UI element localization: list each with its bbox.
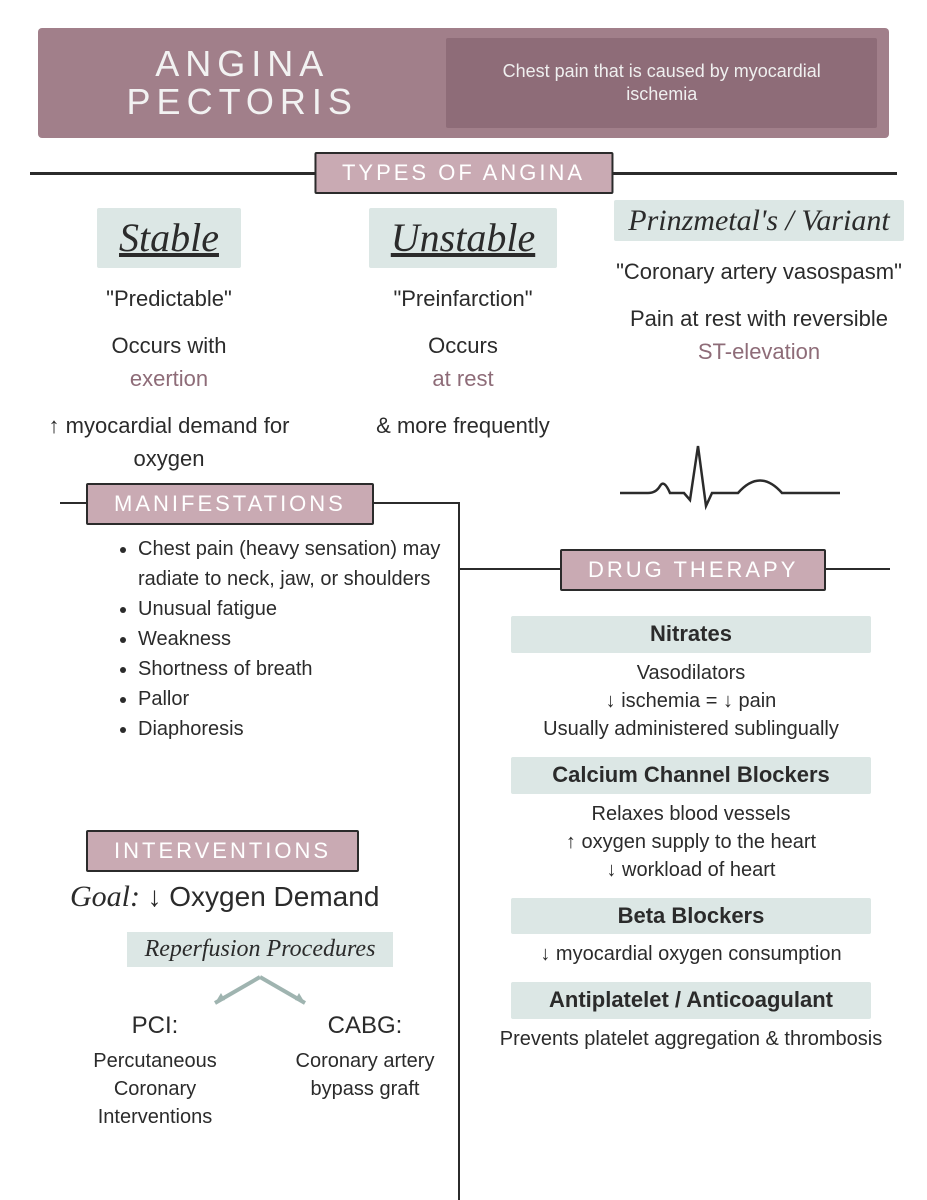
drug-nitrates-l3: Usually administered sublingually xyxy=(486,715,896,743)
drug-nitrates-l1: Vasodilators xyxy=(486,659,896,687)
drug-nitrates-head: Nitrates xyxy=(511,616,872,653)
type-prinzmetal-line1: Pain at rest with reversible ST-elevatio… xyxy=(614,302,904,368)
drug-anti-head: Antiplatelet / Anticoagulant xyxy=(511,982,872,1019)
section-types-heading: TYPES OF ANGINA xyxy=(314,152,613,194)
type-stable-line2: ↑ myocardial demand for oxygen xyxy=(24,409,314,475)
page-subtitle: Chest pain that is caused by myocardial … xyxy=(446,38,877,128)
drug-ccb-head: Calcium Channel Blockers xyxy=(511,757,872,794)
drug-ccb-l2: ↑ oxygen supply to the heart xyxy=(486,828,896,856)
branch-arrows-icon xyxy=(60,975,460,1005)
type-stable-quote: "Predictable" xyxy=(24,282,314,315)
drug-therapy-block: Nitrates Vasodilators ↓ ischemia = ↓ pai… xyxy=(486,602,896,1053)
type-stable-heading: Stable xyxy=(97,208,241,268)
list-item: Shortness of breath xyxy=(138,654,444,684)
list-item: Weakness xyxy=(138,624,444,654)
type-unstable-line1: Occurs at rest xyxy=(318,329,608,395)
title-line-2: PECTORIS xyxy=(127,83,358,121)
procedure-pci: PCI: Percutaneous Coronary Interventions xyxy=(60,1009,250,1131)
type-prinzmetal: Prinzmetal's / Variant "Coronary artery … xyxy=(614,200,904,368)
list-item: Chest pain (heavy sensation) may radiate… xyxy=(138,534,444,594)
interventions-goal: Goal: ↓ Oxygen Demand xyxy=(60,880,460,914)
list-item: Pallor xyxy=(138,684,444,714)
type-stable: Stable "Predictable" Occurs with exertio… xyxy=(24,208,314,475)
section-drug-therapy-heading: DRUG THERAPY xyxy=(560,549,826,591)
procedure-cabg: CABG: Coronary artery bypass graft xyxy=(270,1009,460,1131)
drug-ccb-l3: ↓ workload of heart xyxy=(486,856,896,884)
type-unstable: Unstable "Preinfarction" Occurs at rest … xyxy=(318,208,608,442)
reperfusion-label: Reperfusion Procedures xyxy=(127,932,394,967)
drug-nitrates-l2: ↓ ischemia = ↓ pain xyxy=(486,687,896,715)
page-title: ANGINA PECTORIS xyxy=(38,28,446,138)
type-prinzmetal-heading: Prinzmetal's / Variant xyxy=(614,200,903,241)
list-item: Unusual fatigue xyxy=(138,594,444,624)
type-unstable-quote: "Preinfarction" xyxy=(318,282,608,315)
drug-ccb-l1: Relaxes blood vessels xyxy=(486,800,896,828)
type-unstable-heading: Unstable xyxy=(369,208,557,268)
section-interventions-heading: INTERVENTIONS xyxy=(86,830,359,872)
title-line-1: ANGINA xyxy=(155,45,329,83)
manifestations-list: Chest pain (heavy sensation) may radiate… xyxy=(114,534,444,744)
drug-anti-l1: Prevents platelet aggregation & thrombos… xyxy=(486,1025,896,1053)
drug-bb-l1: ↓ myocardial oxygen consumption xyxy=(486,940,896,968)
type-stable-line1: Occurs with exertion xyxy=(24,329,314,395)
interventions-block: Goal: ↓ Oxygen Demand Reperfusion Proced… xyxy=(60,880,460,1131)
section-manifestations-heading: MANIFESTATIONS xyxy=(86,483,374,525)
header-banner: ANGINA PECTORIS Chest pain that is cause… xyxy=(38,28,889,138)
list-item: Diaphoresis xyxy=(138,714,444,744)
type-unstable-line2: & more frequently xyxy=(318,409,608,442)
type-prinzmetal-quote: "Coronary artery vasospasm" xyxy=(614,255,904,288)
drug-bb-head: Beta Blockers xyxy=(511,898,872,935)
ecg-icon xyxy=(620,438,840,518)
